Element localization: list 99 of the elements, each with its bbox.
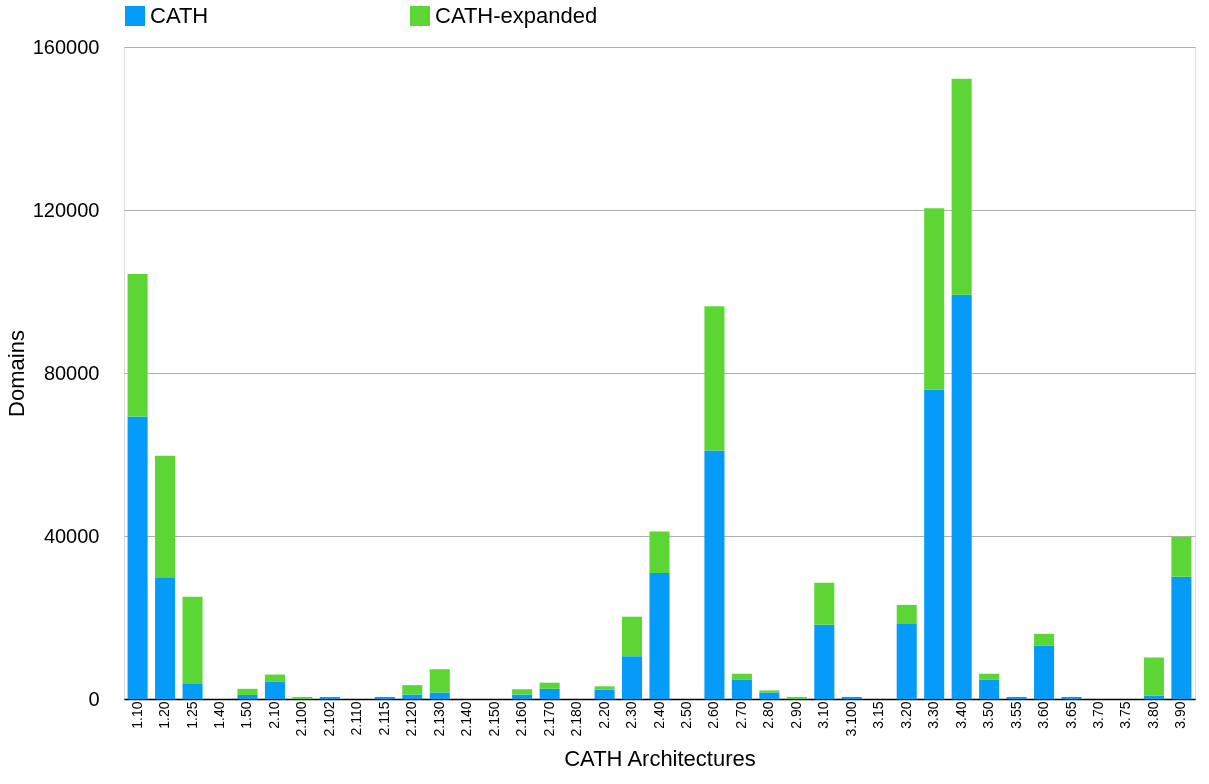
bar [649, 531, 670, 574]
x-tick-label: 2.110 [348, 701, 365, 736]
x-tick-label: 3.10 [815, 701, 832, 729]
bar [1143, 695, 1164, 699]
bar [264, 681, 285, 699]
x-tick-label: 2.50 [677, 701, 694, 729]
x-tick-label: 1.20 [156, 701, 173, 729]
x-tick-label: 3.50 [980, 701, 997, 729]
bar [759, 692, 780, 699]
x-tick-label: 3.90 [1172, 701, 1189, 729]
x-tick-label: 2.115 [375, 701, 392, 736]
bar [622, 616, 643, 657]
y-axis-title: Domains [3, 330, 29, 417]
x-tick-label: 2.100 [293, 701, 310, 737]
bar [979, 673, 1000, 680]
bar [512, 689, 533, 695]
x-tick-label: 2.30 [623, 701, 640, 729]
bar [182, 683, 203, 699]
x-tick-label: 3.100 [842, 701, 859, 737]
x-tick-label: 2.120 [403, 701, 420, 737]
x-tick-label: 2.160 [513, 701, 530, 737]
bar [814, 582, 835, 625]
x-tick-label: 3.80 [1144, 701, 1161, 729]
bar [1006, 696, 1027, 699]
x-tick-label: 3.65 [1062, 701, 1079, 729]
x-tick-label: 2.20 [595, 701, 612, 729]
bar [951, 294, 972, 699]
bar [1171, 536, 1192, 577]
x-tick-label: 2.40 [650, 701, 667, 729]
x-tick-label: 2.150 [485, 701, 502, 737]
bar [155, 577, 176, 699]
y-tick-label: 0 [88, 687, 100, 710]
bar [622, 656, 643, 699]
x-tick-label: 3.20 [897, 701, 914, 729]
x-tick-label: 3.60 [1035, 701, 1052, 729]
bar [1171, 576, 1192, 699]
bar [429, 669, 450, 693]
x-tick-label: 2.180 [568, 701, 585, 737]
x-tick-label: 2.90 [787, 701, 804, 729]
legend-label: CATH [150, 3, 209, 28]
x-tick-label: 3.55 [1007, 701, 1024, 729]
bar [1143, 657, 1164, 696]
x-tick-label: 2.102 [320, 701, 337, 737]
x-tick-label: 3.40 [952, 701, 969, 729]
x-tick-label: 2.130 [430, 701, 447, 737]
bar [264, 674, 285, 682]
x-axis-title: CATH Architectures [564, 745, 756, 771]
bar [731, 679, 752, 699]
bar [704, 450, 725, 699]
bar [731, 673, 752, 680]
bar [127, 416, 148, 699]
y-tick-label: 40000 [43, 524, 100, 547]
bar [374, 696, 395, 699]
bar [841, 696, 862, 699]
bar [292, 696, 313, 699]
bar [814, 624, 835, 699]
bar [951, 78, 972, 295]
x-tick-label: 2.170 [540, 701, 557, 737]
y-tick-label: 120000 [32, 198, 100, 221]
bar [402, 685, 423, 695]
x-tick-label: 3.70 [1090, 701, 1106, 729]
bar [237, 688, 258, 695]
bar [182, 596, 203, 684]
bar [786, 696, 807, 699]
x-tick-label: 2.10 [265, 701, 282, 729]
bar [1034, 633, 1055, 646]
x-tick-label: 2.60 [705, 701, 722, 729]
bar [979, 679, 1000, 699]
bar [896, 624, 917, 699]
bar [237, 694, 258, 699]
x-tick-label: 2.80 [760, 701, 777, 729]
bar [759, 690, 780, 693]
bar [1034, 645, 1055, 699]
x-tick-label: 3.75 [1117, 701, 1134, 729]
x-tick-label: 1.40 [211, 701, 227, 729]
x-tick-label: 1.10 [128, 701, 145, 729]
x-tick-label: 3.30 [925, 701, 942, 729]
x-tick-label: 3.15 [870, 701, 887, 729]
x-tick-label: 1.50 [238, 701, 255, 729]
y-tick-label: 80000 [43, 361, 100, 384]
bar [924, 208, 945, 390]
x-tick-label: 2.140 [458, 701, 475, 737]
bar [924, 389, 945, 699]
y-tick-label: 160000 [32, 35, 100, 58]
bar [539, 682, 560, 689]
bar [704, 306, 725, 451]
bar [896, 604, 917, 625]
bar [594, 689, 615, 699]
x-tick-label: 1.25 [183, 701, 200, 729]
x-tick-label: 2.70 [732, 701, 749, 729]
legend-label: CATH-expanded [435, 3, 598, 28]
bar [594, 686, 615, 690]
bar [127, 273, 148, 417]
bar [155, 455, 176, 578]
bar [649, 573, 670, 699]
bar [429, 692, 450, 699]
bar [319, 696, 340, 699]
bar [539, 688, 560, 699]
bar [1061, 696, 1082, 699]
